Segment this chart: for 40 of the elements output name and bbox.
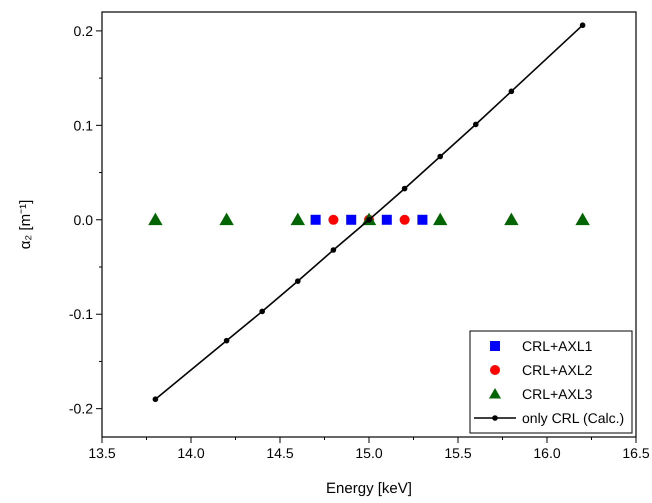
point [152,396,158,402]
point [330,247,336,253]
point [148,212,163,226]
x-tick-label: 14.5 [266,445,294,461]
x-tick-label: 16.5 [622,445,650,461]
point [290,212,305,226]
y-tick-label: -0.1 [68,306,94,322]
x-tick-label: 16.0 [533,445,561,461]
x-tick-label: 14.0 [177,445,205,461]
point [219,212,234,226]
y-tick-label: 0.0 [74,212,94,228]
point [433,212,448,226]
legend-label: CRL+AXL2 [522,362,593,378]
point [417,214,428,225]
point [575,212,590,226]
point [346,214,356,225]
point [259,308,265,314]
y-tick-label: 0.1 [74,117,94,134]
x-tick-label: 15.5 [444,445,472,461]
point [310,214,321,225]
point [400,214,410,225]
point [402,186,408,192]
point [504,212,519,226]
point [437,154,443,160]
point [382,214,392,225]
y-tick-label: 0.2 [74,22,94,39]
point [224,338,230,344]
point [328,214,338,225]
point [295,278,301,284]
point [580,22,586,28]
legend-label: only CRL (Calc.) [522,410,624,426]
legend-label: CRL+AXL3 [522,386,593,402]
legend-label: CRL+AXL1 [522,338,593,354]
y-tick-label: -0.2 [68,400,94,417]
point [473,122,479,128]
point [508,88,514,94]
x-axis-title: Energy [keV] [326,480,412,497]
y-axis-title: α₂ [m⁻¹] [17,200,34,250]
x-tick-label: 15.0 [355,445,383,461]
x-tick-label: 13.5 [88,445,116,461]
